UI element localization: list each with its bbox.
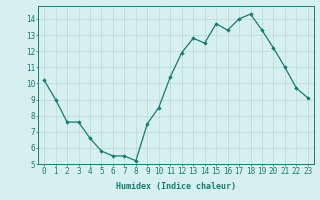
X-axis label: Humidex (Indice chaleur): Humidex (Indice chaleur) (116, 182, 236, 191)
